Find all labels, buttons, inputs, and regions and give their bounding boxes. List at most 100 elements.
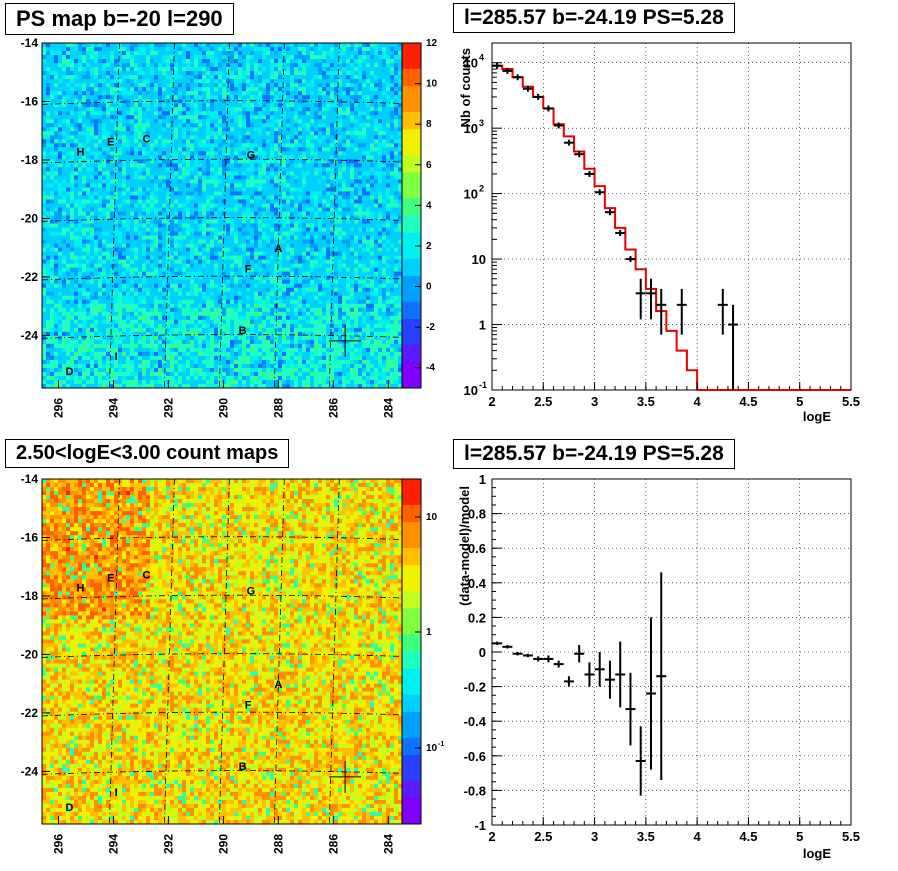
heatmap-cell xyxy=(282,147,287,152)
heatmap-cell xyxy=(214,159,219,164)
heatmap-cell xyxy=(238,63,243,68)
heatmap-cell xyxy=(350,171,355,176)
heatmap-cell xyxy=(202,215,207,220)
heatmap-cell xyxy=(130,83,135,88)
heatmap-cell xyxy=(198,67,203,72)
heatmap-cell xyxy=(390,75,395,80)
heatmap-cell xyxy=(94,147,99,152)
heatmap-cell xyxy=(58,255,63,261)
heatmap-cell xyxy=(338,207,343,212)
heatmap-cell xyxy=(126,119,131,124)
heatmap-cell xyxy=(162,111,167,116)
heatmap-cell xyxy=(390,207,395,212)
heatmap-cell xyxy=(306,119,311,124)
heatmap-cell xyxy=(46,83,51,88)
heatmap-cell xyxy=(326,103,331,108)
heatmap-cell xyxy=(270,219,275,224)
heatmap-cell xyxy=(46,55,51,60)
heatmap-cell xyxy=(82,43,87,48)
heatmap-cell xyxy=(306,251,311,257)
heatmap-cell xyxy=(154,219,159,224)
heatmap-cell xyxy=(58,107,63,112)
heatmap-cell xyxy=(222,135,227,140)
heatmap-cell xyxy=(378,167,383,172)
heatmap-cell xyxy=(170,239,175,244)
heatmap-cell xyxy=(194,119,199,124)
heatmap-cell xyxy=(70,135,75,140)
heatmap-cell xyxy=(310,143,315,148)
heatmap-cell xyxy=(234,207,239,212)
heatmap-cell xyxy=(214,71,219,76)
heatmap-cell xyxy=(398,203,403,208)
heatmap-cell xyxy=(110,55,115,60)
heatmap-cell xyxy=(222,67,227,72)
heatmap-cell xyxy=(342,99,347,104)
heatmap-cell xyxy=(198,63,203,68)
heatmap-cell xyxy=(366,107,371,112)
heatmap-cell xyxy=(58,235,63,240)
heatmap-cell xyxy=(90,143,95,148)
heatmap-cell xyxy=(334,43,339,48)
heatmap-cell xyxy=(266,67,271,72)
heatmap-cell xyxy=(58,167,63,172)
heatmap-cell xyxy=(198,75,203,80)
heatmap-cell xyxy=(202,119,207,124)
heatmap-cell xyxy=(190,235,195,240)
heatmap-cell xyxy=(142,203,147,208)
heatmap-cell xyxy=(254,211,259,216)
heatmap-cell xyxy=(334,143,339,148)
heatmap-cell xyxy=(50,91,55,96)
heatmap-cell xyxy=(258,135,263,140)
heatmap-cell xyxy=(178,123,183,128)
heatmap-cell xyxy=(162,151,167,156)
heatmap-cell xyxy=(338,87,343,92)
heatmap-cell xyxy=(378,107,383,112)
heatmap-cell xyxy=(394,159,399,164)
heatmap-cell xyxy=(58,231,63,236)
heatmap-cell xyxy=(214,47,219,52)
heatmap-cell xyxy=(378,55,383,60)
heatmap-cell xyxy=(206,199,211,204)
heatmap-cell xyxy=(186,107,191,112)
heatmap-cell xyxy=(98,115,103,120)
heatmap-cell xyxy=(294,115,299,120)
heatmap-cell xyxy=(122,79,127,84)
heatmap-cell xyxy=(186,135,191,140)
heatmap-cell xyxy=(278,87,283,92)
heatmap-cell xyxy=(210,159,215,164)
heatmap-cell xyxy=(298,167,303,172)
heatmap-cell xyxy=(378,119,383,124)
heatmap-cell xyxy=(370,87,375,92)
heatmap-cell xyxy=(74,83,79,88)
heatmap-cell xyxy=(206,183,211,188)
heatmap-cell xyxy=(314,67,319,72)
heatmap-cell xyxy=(114,115,119,120)
heatmap-cell xyxy=(94,131,99,136)
heatmap-cell xyxy=(114,59,119,64)
heatmap-cell xyxy=(382,159,387,164)
heatmap-cell xyxy=(74,243,79,248)
heatmap-cell xyxy=(270,47,275,52)
heatmap-cell xyxy=(54,99,59,104)
heatmap-cell xyxy=(294,171,299,176)
heatmap-cell xyxy=(322,223,327,228)
heatmap-cell xyxy=(270,211,275,216)
heatmap-cell xyxy=(354,115,359,120)
heatmap-cell xyxy=(282,123,287,128)
heatmap-cell xyxy=(214,135,219,140)
heatmap-cell xyxy=(238,43,243,48)
heatmap-cell xyxy=(174,75,179,80)
heatmap-cell xyxy=(214,147,219,152)
heatmap-cell xyxy=(310,235,315,240)
heatmap-cell xyxy=(254,255,259,261)
heatmap-cell xyxy=(242,227,247,232)
heatmap-cell xyxy=(198,123,203,128)
heatmap-cell xyxy=(142,187,147,192)
heatmap-cell xyxy=(226,187,231,192)
heatmap-cell xyxy=(190,55,195,60)
heatmap-cell xyxy=(362,251,367,257)
heatmap-cell xyxy=(298,231,303,236)
heatmap-cell xyxy=(346,111,351,116)
heatmap-cell xyxy=(386,183,391,188)
heatmap-cell xyxy=(58,251,63,257)
